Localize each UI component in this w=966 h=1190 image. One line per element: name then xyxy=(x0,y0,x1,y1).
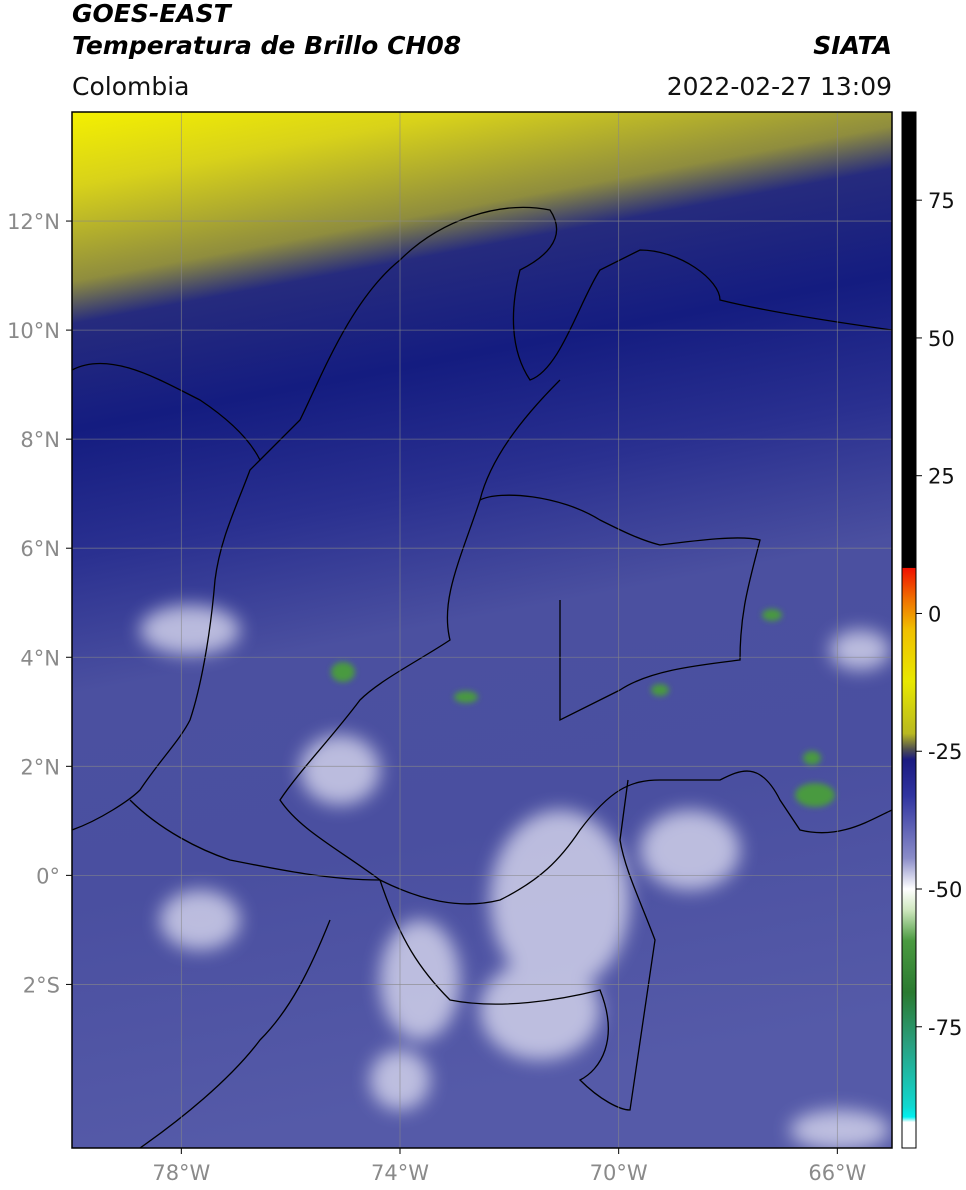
source: SIATA xyxy=(813,31,892,60)
y-tick-label: 0° xyxy=(36,864,60,888)
satellite-image xyxy=(72,112,892,1148)
product: Temperatura de Brillo CH08 xyxy=(72,31,461,60)
map-frame xyxy=(71,111,893,1149)
region: Colombia xyxy=(72,72,189,101)
x-tick-label: 78°W xyxy=(152,1161,210,1185)
colorbar-tick-label: -25 xyxy=(928,740,962,764)
y-tick-label: 6°N xyxy=(20,537,60,561)
colorbar-tick-label: 50 xyxy=(928,327,955,351)
y-tick-label: 2°S xyxy=(23,973,60,997)
x-tick-label: 66°W xyxy=(808,1161,866,1185)
colorbar xyxy=(901,111,917,1149)
colorbar-tick-label: -75 xyxy=(928,1016,962,1040)
y-tick-label: 12°N xyxy=(7,210,60,234)
x-tick-label: 70°W xyxy=(590,1161,648,1185)
colorbar-tick-label: 75 xyxy=(928,189,955,213)
colorbar-tick-label: -50 xyxy=(928,878,962,902)
x-tick-label: 74°W xyxy=(371,1161,429,1185)
y-tick-label: 2°N xyxy=(20,755,60,779)
y-tick-label: 4°N xyxy=(20,646,60,670)
y-tick-label: 8°N xyxy=(20,428,60,452)
datetime: 2022-02-27 13:09 xyxy=(667,72,892,101)
colorbar-tick-label: 25 xyxy=(928,465,955,489)
colorbar-tick-label: 0 xyxy=(928,602,941,626)
satellite: GOES-EAST xyxy=(72,0,233,28)
y-tick-label: 10°N xyxy=(7,319,60,343)
